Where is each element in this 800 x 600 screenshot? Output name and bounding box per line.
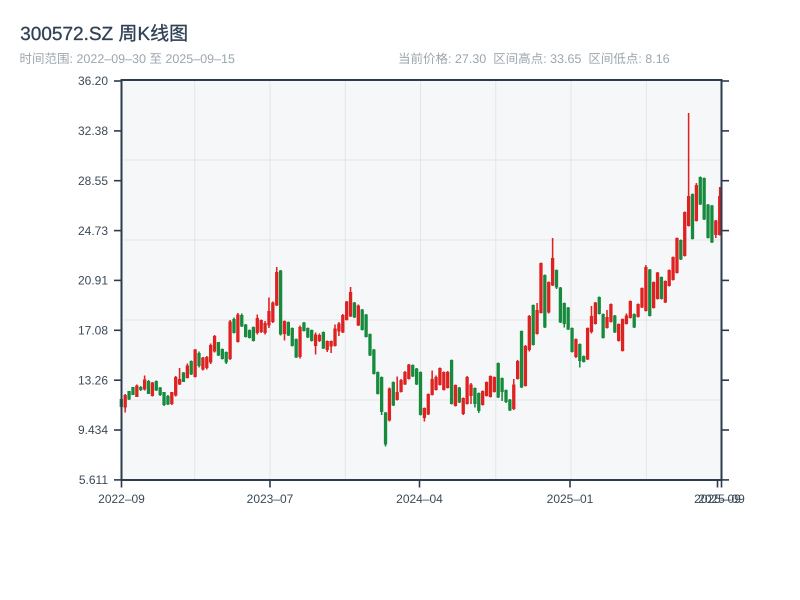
svg-text:2025–09: 2025–09	[694, 492, 741, 506]
svg-text:32.38: 32.38	[78, 124, 108, 138]
svg-text:17.08: 17.08	[78, 324, 108, 338]
svg-text:2023–07: 2023–07	[247, 492, 294, 506]
svg-text:24.73: 24.73	[78, 224, 108, 238]
svg-text:2022–09: 2022–09	[98, 492, 145, 506]
svg-text:28.55: 28.55	[78, 174, 108, 188]
svg-text:2025–01: 2025–01	[547, 492, 594, 506]
svg-text:2024–04: 2024–04	[396, 492, 443, 506]
svg-text:20.91: 20.91	[78, 274, 108, 288]
svg-text:2025–09: 2025–09	[698, 492, 745, 506]
svg-text:9.434: 9.434	[78, 423, 108, 437]
svg-text:36.20: 36.20	[78, 74, 108, 88]
svg-text:13.26: 13.26	[78, 373, 108, 387]
svg-text:5.611: 5.611	[79, 473, 108, 487]
